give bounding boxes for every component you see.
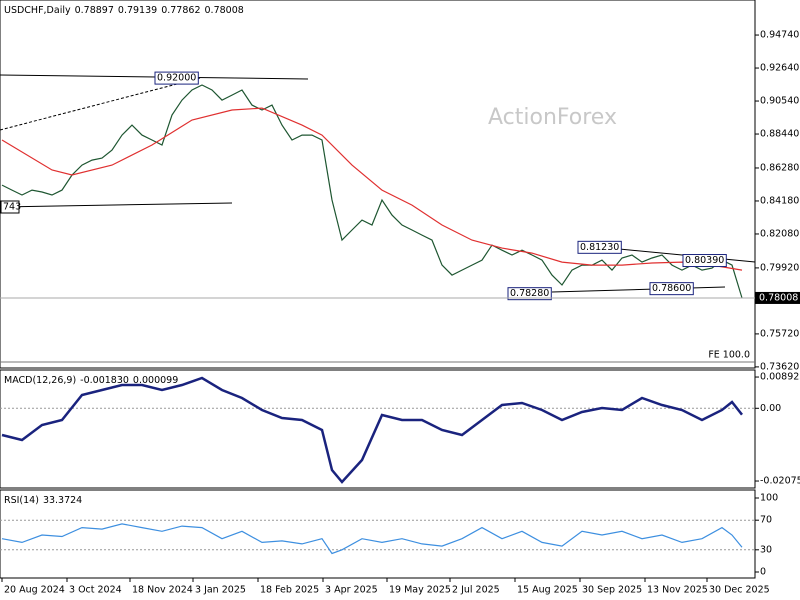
series-line <box>1 376 743 484</box>
fe-label: FE 100.0 <box>708 350 750 361</box>
y-tick-label: 0.90540 <box>760 96 799 107</box>
series-line <box>1 84 743 299</box>
y-tick-label: 0.92640 <box>760 63 799 74</box>
y-tick-label: 30 <box>760 544 772 555</box>
y-tick-label: -0.020759 <box>760 476 800 487</box>
trend-line <box>0 74 309 80</box>
annotation-box <box>649 282 694 296</box>
y-tick-label: 0.82080 <box>760 228 799 239</box>
price-panel <box>0 0 756 369</box>
y-tick-label: 0 <box>760 567 766 578</box>
annotation-box <box>507 287 552 301</box>
annotation-box <box>682 254 727 268</box>
x-tick-label: 18 Feb 2025 <box>260 585 319 596</box>
y-tick-label: 0.75720 <box>760 328 799 339</box>
cut-label: 743 <box>3 202 21 213</box>
header-part: 0.79139 <box>118 5 157 16</box>
header-title: MACD(12,26,9) <box>4 375 76 386</box>
panel-header: MACD(12,26,9) -0.001830 0.000099 <box>4 375 178 386</box>
header-part: 33.3724 <box>43 495 82 506</box>
x-tick-label: 30 Dec 2025 <box>709 585 770 596</box>
annotation-label: 0.78280 <box>510 288 549 299</box>
x-tick-label: 13 Nov 2025 <box>647 585 708 596</box>
trend-line <box>551 286 726 293</box>
header-part: 0.78008 <box>205 5 244 16</box>
annotation-label: 0.80390 <box>685 255 724 266</box>
y-tick-label: 0.84180 <box>760 195 799 206</box>
annotation-box <box>154 71 199 85</box>
x-tick-label: 2 Jul 2025 <box>452 585 500 596</box>
last-price-box <box>755 291 800 304</box>
x-tick-label: 15 Aug 2025 <box>517 585 578 596</box>
header-part: 0.78897 <box>75 5 114 16</box>
annotation-box <box>577 240 622 254</box>
y-tick-label: 0.94740 <box>760 30 799 41</box>
y-tick-label: 70 <box>760 515 772 526</box>
header-part: -0.001830 <box>80 375 129 386</box>
y-tick-label: 0.88440 <box>760 129 799 140</box>
annotation-label: 0.78600 <box>652 283 691 294</box>
series-line <box>1 107 743 271</box>
annotation-label: 0.92000 <box>157 73 196 84</box>
y-tick-label: 0.79920 <box>760 262 799 273</box>
trend-line <box>0 202 233 208</box>
watermark: ActionForex <box>488 105 617 130</box>
header-title: RSI(14) <box>4 495 39 506</box>
x-tick-label: 30 Sep 2025 <box>582 585 642 596</box>
y-tick-label: 0.86280 <box>760 162 799 173</box>
y-tick-label: 100 <box>760 492 778 503</box>
y-tick-label: 0.00 <box>760 403 781 414</box>
last-price-label: 0.78008 <box>759 292 798 303</box>
rsi-panel <box>0 489 756 579</box>
panel-header: RSI(14) 33.3724 <box>4 495 82 506</box>
x-tick-label: 20 Aug 2024 <box>4 585 65 596</box>
y-tick-label: 0.73620 <box>760 361 799 372</box>
x-tick-label: 3 Apr 2025 <box>325 585 378 596</box>
y-tick-label: 0.008923 <box>760 372 800 383</box>
header-part: 0.77862 <box>161 5 200 16</box>
header-title: USDCHF,Daily <box>4 5 71 16</box>
macd-panel <box>0 369 756 489</box>
series-line <box>1 523 743 555</box>
header-part: 0.000099 <box>133 375 178 386</box>
annotation-label: 0.81230 <box>580 242 619 253</box>
x-tick-label: 3 Jan 2025 <box>195 585 246 596</box>
x-tick-label: 3 Oct 2024 <box>69 585 122 596</box>
x-tick-label: 19 May 2025 <box>389 585 451 596</box>
panel-header: USDCHF,Daily 0.78897 0.79139 0.77862 0.78008 <box>4 5 244 16</box>
x-tick-label: 18 Nov 2024 <box>132 585 193 596</box>
cut-label-box <box>0 200 20 214</box>
trend-line <box>0 77 201 131</box>
